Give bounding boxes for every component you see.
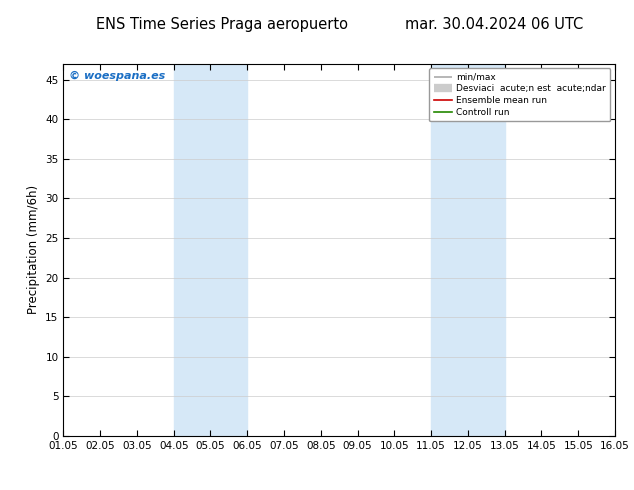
Y-axis label: Precipitation (mm/6h): Precipitation (mm/6h) bbox=[27, 185, 40, 315]
Text: mar. 30.04.2024 06 UTC: mar. 30.04.2024 06 UTC bbox=[405, 17, 584, 32]
Text: © woespana.es: © woespana.es bbox=[69, 71, 165, 81]
Text: ENS Time Series Praga aeropuerto: ENS Time Series Praga aeropuerto bbox=[96, 17, 348, 32]
Legend: min/max, Desviaci  acute;n est  acute;ndar, Ensemble mean run, Controll run: min/max, Desviaci acute;n est acute;ndar… bbox=[429, 68, 611, 122]
Bar bbox=[431, 64, 505, 436]
Bar bbox=[174, 64, 247, 436]
